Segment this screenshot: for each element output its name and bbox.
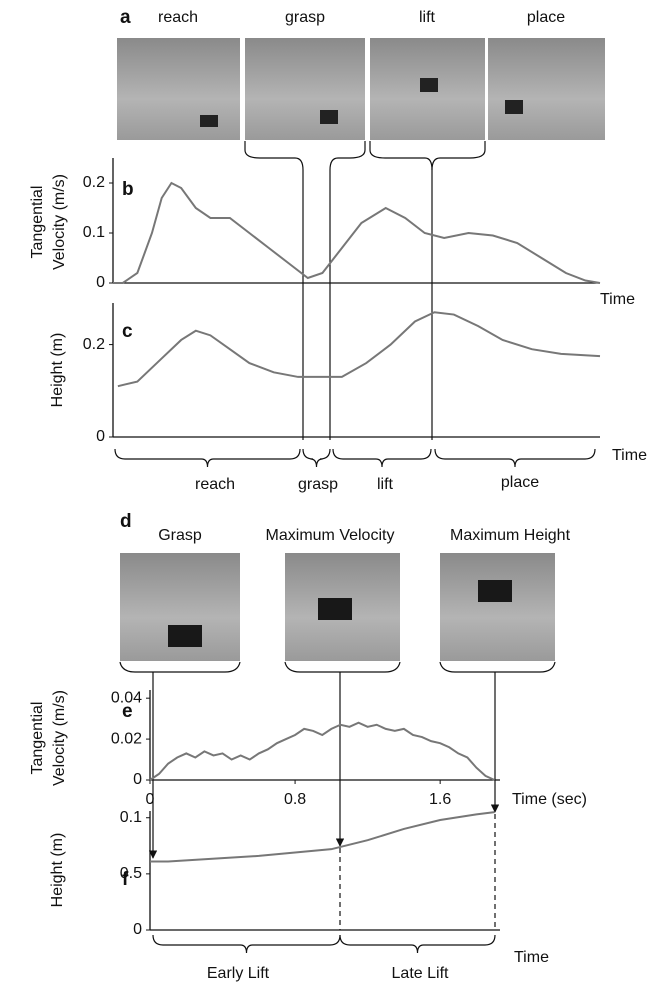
y-axis-label: Tangential <box>29 186 46 259</box>
photo-block <box>478 580 512 602</box>
bracket <box>439 661 556 673</box>
photo-block <box>420 78 438 92</box>
y-tick-label: 0 <box>96 428 105 445</box>
connector <box>329 141 366 440</box>
y-tick-label: 0.02 <box>111 730 142 747</box>
braces <box>114 448 596 954</box>
x-axis-label: Time <box>612 447 647 464</box>
connector <box>369 141 433 440</box>
brace <box>332 448 432 468</box>
photo-brackets <box>119 661 556 930</box>
y-tick-label: 0.2 <box>83 174 105 191</box>
photo <box>245 38 365 140</box>
photo-label: place <box>527 9 565 26</box>
y-tick-label: 0.1 <box>83 224 105 241</box>
x-axis-label: Time <box>514 949 549 966</box>
y-tick-label: 0 <box>96 274 105 291</box>
lift-phase-label: Late Lift <box>392 965 449 982</box>
phase-label: place <box>501 474 539 491</box>
photo-label: grasp <box>285 9 325 26</box>
brace <box>302 448 331 468</box>
y-axis-label: Velocity (m/s) <box>51 690 68 786</box>
y-tick-label: 0.2 <box>83 336 105 353</box>
y-axis-label: Height (m) <box>49 833 66 908</box>
y-tick-label: 0.1 <box>120 809 142 826</box>
panel-letter: a <box>120 7 131 28</box>
y-axis-label: Tangential <box>29 702 46 775</box>
photo-label: Grasp <box>158 527 202 544</box>
panel-letter: b <box>122 179 134 200</box>
phase-label: reach <box>195 476 235 493</box>
connector <box>431 141 486 171</box>
brace <box>339 934 496 954</box>
photo-block <box>320 110 338 124</box>
bracket <box>119 661 241 673</box>
photo-label: Maximum Velocity <box>266 527 395 544</box>
y-tick-label: 0.5 <box>120 865 142 882</box>
x-axis-label: Time <box>600 291 635 308</box>
photo-block <box>318 598 352 620</box>
data-line <box>113 181 601 284</box>
phase-label: lift <box>377 476 394 493</box>
data-line <box>149 721 495 781</box>
x-axis-label: Time (sec) <box>512 791 587 808</box>
photo-label: reach <box>158 9 198 26</box>
phase-label: grasp <box>298 476 338 493</box>
x-tick-label: 0.8 <box>284 791 306 808</box>
y-axis-label: Velocity (m/s) <box>51 174 68 270</box>
brace <box>114 448 301 468</box>
bracket <box>284 661 401 673</box>
data-line <box>117 311 601 388</box>
photo-block <box>200 115 218 127</box>
y-tick-label: 0 <box>133 771 142 788</box>
photo <box>117 38 240 140</box>
y-tick-label: 0.04 <box>111 689 142 706</box>
brace <box>434 448 596 468</box>
panel-letter: d <box>120 511 132 532</box>
lift-phase-label: Early Lift <box>207 965 270 982</box>
y-tick-label: 0 <box>133 921 142 938</box>
photo-label: Maximum Height <box>450 527 571 544</box>
photo <box>440 553 555 661</box>
photo-row-bottom <box>120 553 555 661</box>
photo <box>488 38 605 140</box>
x-tick-label: 0 <box>146 791 155 808</box>
photo-label: lift <box>419 9 436 26</box>
panel-letter: f <box>122 869 129 890</box>
panel-letter: e <box>122 701 133 722</box>
phase-connectors <box>244 141 486 440</box>
y-axis-label: Height (m) <box>49 333 66 408</box>
photo-row-top <box>117 38 605 140</box>
panel-letter: c <box>122 321 133 342</box>
data-line <box>150 811 495 863</box>
photo-block <box>505 100 523 114</box>
connector <box>244 141 304 440</box>
photo-block <box>168 625 202 647</box>
brace <box>152 934 341 954</box>
x-tick-label: 1.6 <box>429 791 451 808</box>
